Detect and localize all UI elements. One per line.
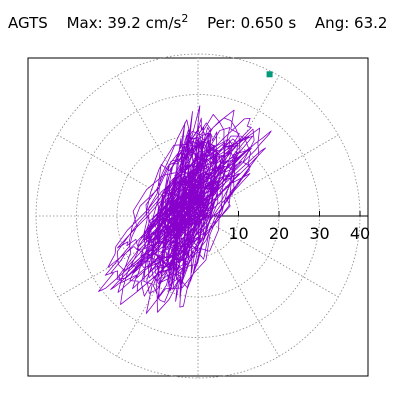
tick-label-10: 10 <box>228 224 248 243</box>
angle-label: Ang: <box>314 14 350 32</box>
grid-spoke-60 <box>197 75 280 217</box>
orbit-trace <box>98 105 272 314</box>
grid-spoke-150 <box>57 134 199 217</box>
grid-spoke-210 <box>57 215 199 298</box>
max-value: 39.2 <box>107 14 141 32</box>
period-label: Per: <box>207 14 236 32</box>
radial-axis: 10 20 30 40 <box>198 211 370 243</box>
grid-spoke-240 <box>116 215 199 357</box>
chart-title: AGTS Max: 39.2 cm/s2 Per: 0.650 s Ang: 6… <box>8 12 388 32</box>
grid-spoke-330 <box>197 215 339 298</box>
period-value: 0.650 s <box>240 14 297 32</box>
orbit-path <box>98 105 272 314</box>
max-label: Max: <box>66 14 103 32</box>
grid-spoke-300 <box>197 215 280 357</box>
tick-label-40: 40 <box>350 224 370 243</box>
max-unit: cm/s <box>145 14 182 32</box>
station-code: AGTS <box>8 14 48 32</box>
tick-label-30: 30 <box>309 224 329 243</box>
angle-value: 63.2 <box>354 14 388 32</box>
max-point-marker <box>266 71 273 78</box>
max-unit-exponent: 2 <box>181 12 189 25</box>
max-marker <box>266 71 273 78</box>
grid-spoke-120 <box>116 75 199 217</box>
grid-spoke-30 <box>197 134 339 217</box>
tick-label-20: 20 <box>269 224 289 243</box>
